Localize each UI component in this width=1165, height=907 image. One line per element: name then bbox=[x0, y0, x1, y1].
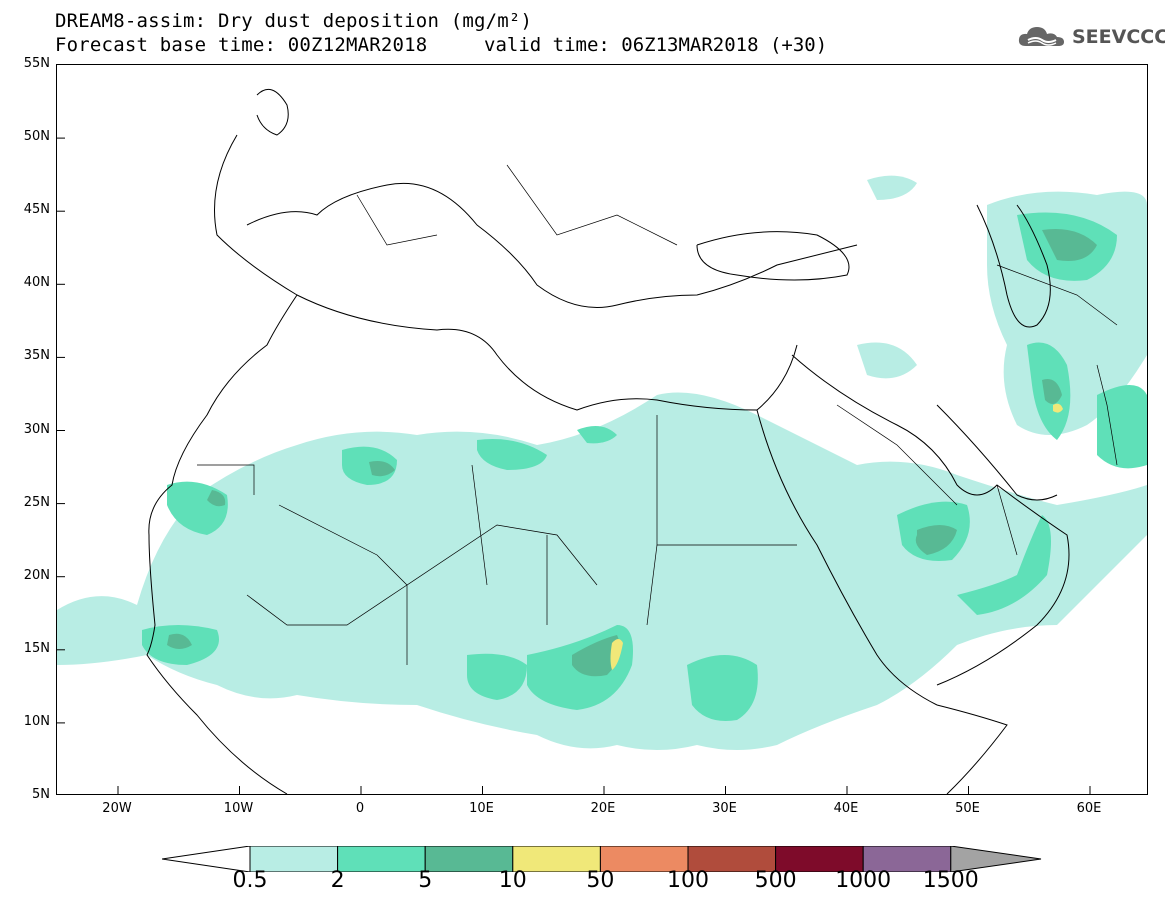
country-borders bbox=[197, 164, 1118, 665]
dust-core-egypt bbox=[577, 426, 617, 444]
coast-europe bbox=[246, 182, 858, 308]
colorbar-label: 5 bbox=[418, 868, 433, 893]
forecast-base-time: Forecast base time: 00Z12MAR2018 bbox=[55, 34, 428, 56]
lon-label-20e: 20E bbox=[590, 801, 616, 816]
lat-ticks bbox=[57, 137, 65, 724]
coast-horn bbox=[936, 704, 1008, 794]
logo-text: SEEVCCC bbox=[1072, 26, 1165, 48]
lat-label-30n: 30N bbox=[23, 421, 50, 437]
dust-core-afghan bbox=[1097, 385, 1147, 469]
dust-core2-turkmen bbox=[1042, 229, 1097, 261]
lon-label-10e: 10E bbox=[469, 801, 494, 816]
colorbar-label: 1000 bbox=[835, 868, 892, 893]
dust-core2-mauritania bbox=[207, 490, 226, 507]
coast-blacksea bbox=[696, 231, 850, 281]
dust-peak-chad bbox=[610, 639, 623, 670]
dust-peak-iran bbox=[1053, 403, 1063, 413]
colorbar-swatch bbox=[687, 846, 777, 872]
coast-caspian bbox=[976, 204, 1051, 328]
colorbar-label: 10 bbox=[498, 868, 527, 893]
lon-label-40e: 40E bbox=[833, 801, 859, 816]
lat-label-15n: 15N bbox=[23, 640, 50, 656]
lat-label-45n: 45N bbox=[23, 202, 50, 218]
dust-region-east bbox=[857, 342, 917, 379]
coast-africa-west bbox=[146, 134, 298, 794]
dust-deposition-map bbox=[57, 88, 1147, 794]
lat-label-10n: 10N bbox=[23, 713, 50, 729]
lat-label-35n: 35N bbox=[23, 348, 50, 364]
lon-label-10w: 10W bbox=[223, 801, 254, 816]
lat-label-55n: 55N bbox=[23, 56, 50, 71]
dust-core-niger bbox=[467, 653, 527, 700]
colorbar-swatch bbox=[775, 846, 864, 872]
colorbar-arrow-right bbox=[950, 846, 1042, 872]
dust-core2-iran bbox=[1042, 379, 1062, 404]
dust-core-oman bbox=[957, 515, 1051, 615]
lat-label-5n: 5N bbox=[32, 787, 50, 802]
dust-region-north bbox=[867, 175, 917, 200]
lat-label-25n: 25N bbox=[23, 494, 50, 510]
dust-region-westafrica bbox=[57, 392, 1147, 750]
dust-core2-algeria bbox=[369, 461, 395, 477]
map-title: DREAM8-assim: Dry dust deposition (mg/m²… bbox=[55, 10, 533, 32]
lon-label-20w: 20W bbox=[102, 801, 132, 816]
deposition-shading bbox=[57, 175, 1147, 750]
dust-core2-saudi bbox=[915, 525, 957, 555]
colorbar-swatch bbox=[512, 846, 601, 872]
colorbar-label: 1500 bbox=[922, 868, 979, 893]
colorbar-swatch bbox=[424, 846, 514, 872]
dust-core2-senegal bbox=[167, 633, 192, 649]
dust-core-sudan bbox=[687, 655, 758, 721]
lon-label-50e: 50E bbox=[955, 801, 980, 816]
lon-label-30e: 30E bbox=[712, 801, 737, 816]
lat-label-50n: 50N bbox=[23, 129, 50, 145]
dust-core-libya bbox=[477, 439, 547, 470]
valid-time: valid time: 06Z13MAR2018 (+30) bbox=[484, 34, 828, 56]
dust-core2-chad bbox=[572, 635, 621, 677]
lon-label-60e: 60E bbox=[1076, 801, 1102, 816]
lon-label-0: 0 bbox=[355, 801, 365, 816]
colorbar-label: 100 bbox=[667, 868, 709, 893]
lat-label-20n: 20N bbox=[23, 567, 50, 583]
seevccc-logo: SEEVCCC bbox=[1016, 24, 1165, 50]
lon-ticks bbox=[117, 786, 1091, 794]
colorbar-label: 0.5 bbox=[232, 868, 268, 893]
coast-persian-gulf bbox=[936, 404, 1058, 501]
colorbar-label: 500 bbox=[754, 868, 797, 893]
coast-britain bbox=[256, 88, 289, 136]
coast-redsea bbox=[756, 409, 938, 706]
lat-label-40n: 40N bbox=[23, 275, 50, 291]
colorbar bbox=[162, 846, 1042, 872]
colorbar-label: 50 bbox=[586, 868, 615, 893]
map-area bbox=[56, 64, 1148, 795]
colorbar-label: 2 bbox=[330, 868, 345, 893]
coast-mediterranean bbox=[296, 294, 798, 411]
cloud-icon bbox=[1018, 27, 1064, 46]
